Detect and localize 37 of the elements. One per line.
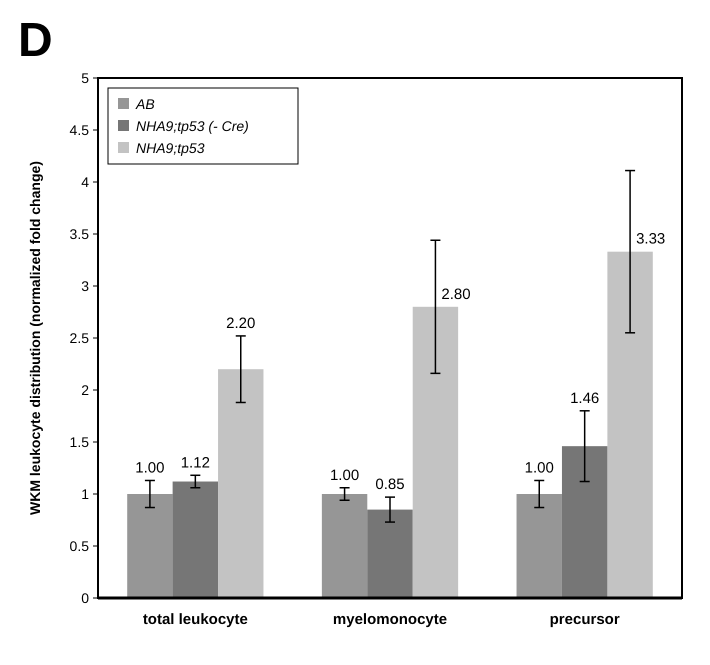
- y-tick-label: 1.5: [70, 434, 90, 450]
- bar: [127, 494, 173, 598]
- y-tick-label: 2: [81, 382, 90, 398]
- legend-label: AB: [135, 96, 155, 112]
- y-tick-label: 3: [81, 278, 90, 294]
- y-tick-label: 1: [81, 486, 90, 502]
- bar: [367, 510, 413, 598]
- data-label: 1.12: [180, 454, 210, 472]
- y-tick-label: 3.5: [70, 226, 90, 242]
- x-tick-label: myelomonocyte: [332, 611, 448, 628]
- chart-title: D: [18, 14, 53, 67]
- bar: [516, 494, 562, 598]
- bar: [607, 252, 653, 598]
- data-label: 1.46: [570, 390, 600, 407]
- y-tick-label: 4: [81, 174, 90, 190]
- data-label: 1.00: [135, 459, 165, 476]
- x-tick-label: total leukocyte: [142, 611, 248, 628]
- y-tick-label: 4.5: [70, 122, 90, 138]
- legend-label: NHA9;tp53 (- Cre): [136, 118, 249, 134]
- data-label: 3.33: [636, 230, 666, 248]
- y-tick-label: 5: [81, 70, 90, 86]
- y-tick-label: 0.5: [70, 538, 90, 554]
- bar: [172, 482, 218, 598]
- data-label: 1.00: [330, 466, 360, 484]
- data-label: 2.80: [441, 286, 471, 303]
- y-axis-title: WKM leukocyte distribution (normalized fold change): [27, 161, 43, 515]
- y-tick-label: 0: [81, 590, 90, 606]
- bar: [322, 494, 368, 598]
- bar: [412, 306, 458, 598]
- y-tick-label: 2.5: [70, 330, 90, 346]
- data-label: 0.85: [375, 476, 405, 494]
- bar: [218, 369, 264, 598]
- bar: [562, 446, 608, 598]
- data-label: 2.20: [226, 314, 256, 332]
- data-label: 1.00: [524, 459, 554, 476]
- x-tick-label: precursor: [550, 611, 620, 628]
- legend-label: NHA9;tp53: [136, 140, 205, 156]
